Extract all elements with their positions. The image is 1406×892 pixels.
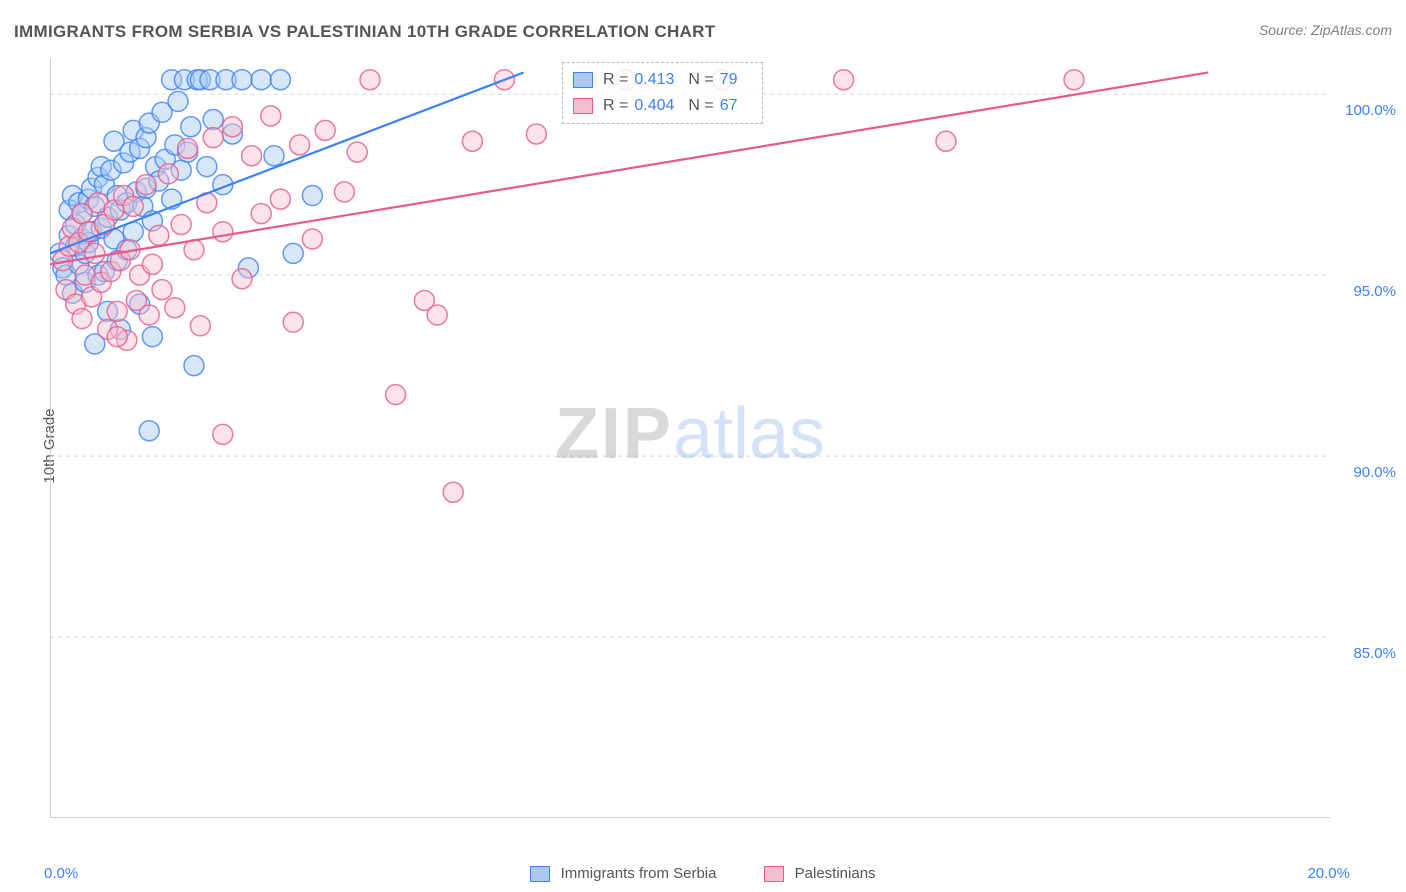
- stats-swatch-b: [573, 98, 593, 114]
- plot-area: ZIPatlas R = 0.413 N = 79 R = 0.404 N = …: [50, 58, 1330, 818]
- y-tick-label: 90.0%: [1353, 464, 1396, 481]
- legend-label-a: Immigrants from Serbia: [561, 865, 717, 882]
- x-axis-max-label: 20.0%: [1307, 865, 1350, 882]
- stats-r-a: 0.413: [634, 67, 674, 93]
- chart-title: IMMIGRANTS FROM SERBIA VS PALESTINIAN 10…: [14, 22, 715, 42]
- y-tick-label: 100.0%: [1345, 102, 1396, 119]
- stats-n-b: 67: [720, 93, 738, 119]
- y-tick-label: 85.0%: [1353, 645, 1396, 662]
- legend-swatch-a: [530, 866, 550, 882]
- stats-n-label: N =: [688, 93, 713, 119]
- legend-item-a: Immigrants from Serbia: [530, 865, 716, 882]
- stats-row-a: R = 0.413 N = 79: [573, 67, 752, 93]
- stats-n-a: 79: [720, 67, 738, 93]
- stats-row-b: R = 0.404 N = 67: [573, 93, 752, 119]
- chart-container: IMMIGRANTS FROM SERBIA VS PALESTINIAN 10…: [0, 0, 1406, 892]
- stats-swatch-a: [573, 72, 593, 88]
- legend-swatch-b: [764, 866, 784, 882]
- stats-r-b: 0.404: [634, 93, 674, 119]
- scatter-svg: [50, 58, 1330, 818]
- y-tick-label: 95.0%: [1353, 283, 1396, 300]
- footer: 0.0% Immigrants from Serbia Palestinians…: [0, 865, 1406, 882]
- correlation-stats-box: R = 0.413 N = 79 R = 0.404 N = 67: [562, 62, 763, 124]
- x-axis-min-label: 0.0%: [44, 865, 78, 882]
- stats-r-label: R =: [603, 67, 628, 93]
- stats-r-label: R =: [603, 93, 628, 119]
- source-label: Source: ZipAtlas.com: [1259, 22, 1392, 38]
- legend-label-b: Palestinians: [795, 865, 876, 882]
- legend-item-b: Palestinians: [764, 865, 875, 882]
- stats-n-label: N =: [688, 67, 713, 93]
